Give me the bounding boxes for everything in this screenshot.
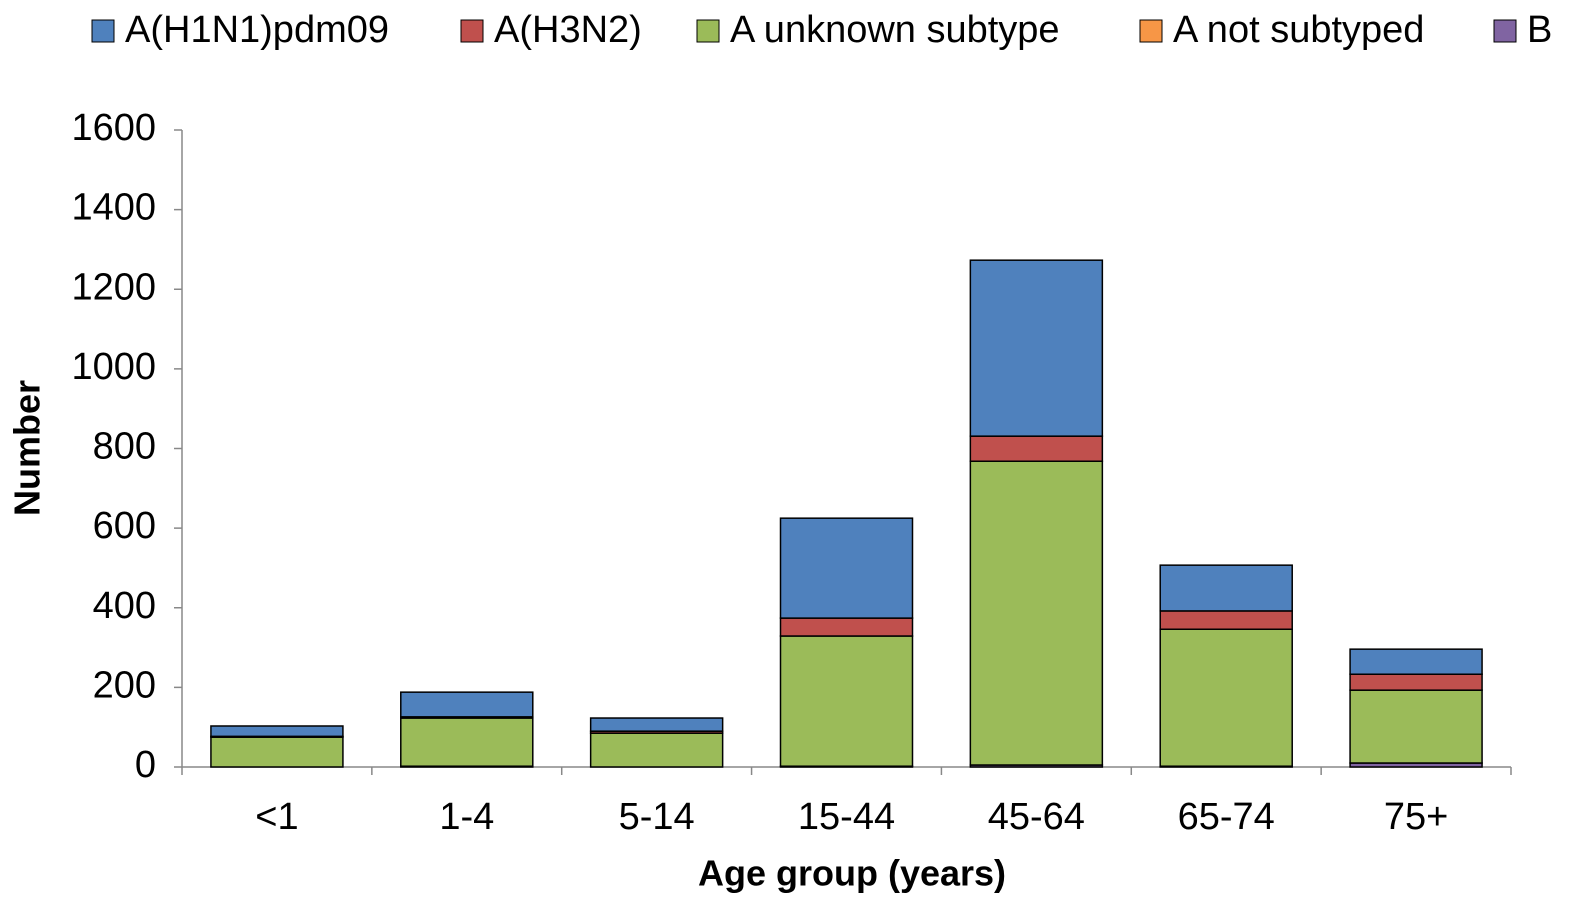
legend-swatch — [1493, 19, 1517, 43]
legend-label: A unknown subtype — [730, 9, 1060, 51]
bar-segment — [1159, 628, 1293, 767]
bar-segment — [969, 259, 1104, 437]
x-tick-label: 15-44 — [798, 796, 895, 838]
y-tick-label: 400 — [93, 585, 156, 627]
legend-swatch — [696, 19, 720, 43]
bar-segment — [400, 717, 534, 767]
y-tick-label: 600 — [93, 505, 156, 547]
legend-label: B — [1527, 9, 1552, 51]
y-tick-label: 1600 — [71, 107, 156, 149]
legend-swatch — [91, 19, 115, 43]
x-tick-label: 1-4 — [439, 796, 494, 838]
y-tick-label: 0 — [135, 744, 156, 786]
bar-segment — [779, 635, 914, 767]
x-tick-label: <1 — [255, 796, 298, 838]
bar-segment — [779, 617, 914, 637]
y-tick-label: 1200 — [71, 266, 156, 308]
bar-segment — [210, 736, 344, 768]
x-tick-label: 5-14 — [619, 796, 695, 838]
y-tick-label: 1400 — [71, 187, 156, 229]
bar-segment — [1159, 610, 1293, 630]
legend-swatch — [1139, 19, 1163, 43]
y-tick-label: 800 — [93, 426, 156, 468]
bar-segment — [210, 725, 344, 738]
legend-swatch — [460, 19, 484, 43]
bar-segment — [779, 517, 914, 619]
bar-segment — [1349, 648, 1483, 675]
bar-segment — [589, 717, 724, 732]
x-axis-title: Age group (years) — [698, 853, 1006, 894]
y-tick-label: 1000 — [71, 346, 156, 388]
y-tick-label: 200 — [93, 664, 156, 706]
x-tick-label: 65-74 — [1178, 796, 1275, 838]
legend-label: A not subtyped — [1173, 9, 1424, 51]
x-tick-label: 45-64 — [988, 796, 1085, 838]
legend-label: A(H3N2) — [494, 9, 642, 51]
bar-segment — [1349, 689, 1483, 764]
bar-segment — [400, 691, 534, 718]
bar-segment — [1349, 673, 1483, 691]
y-axis-title: Number — [7, 380, 48, 516]
bar-segment — [1159, 564, 1293, 612]
bar-segment — [969, 435, 1104, 462]
bar-segment — [969, 460, 1104, 766]
legend-label: A(H1N1)pdm09 — [125, 9, 389, 51]
bar-segment — [589, 732, 724, 768]
x-tick-label: 75+ — [1384, 796, 1448, 838]
